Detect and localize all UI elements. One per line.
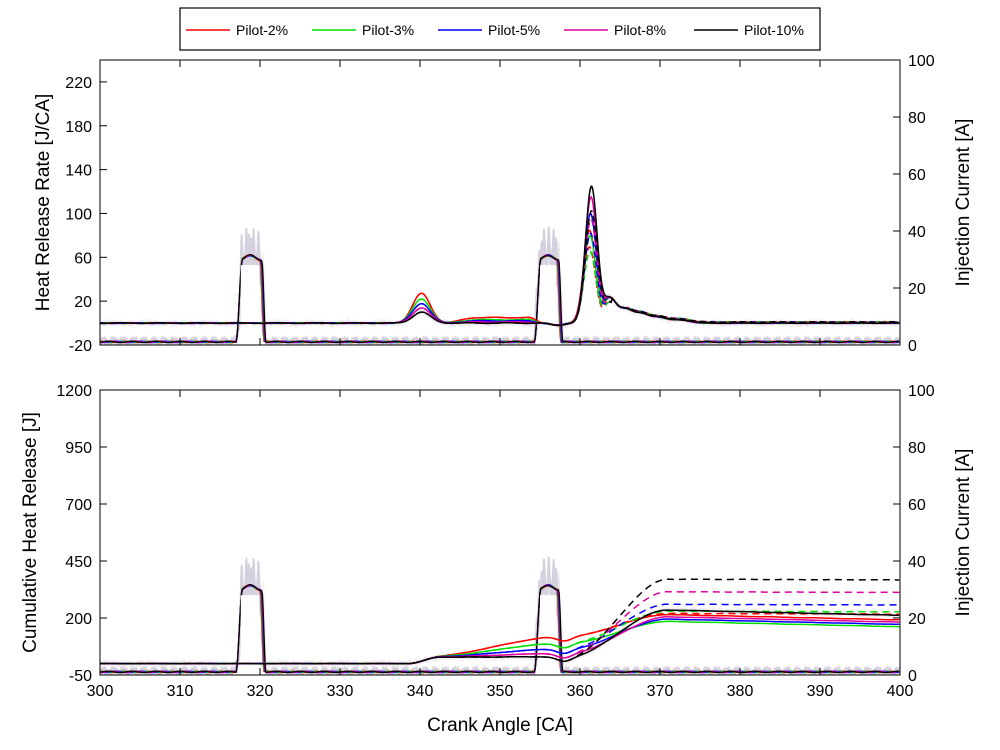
y2-tick-label: 40 [908,224,926,241]
x-tick-label: 380 [727,683,754,700]
current-haze-trace [100,227,900,345]
x-tick-label: 300 [87,683,114,700]
current-haze-trace [100,557,900,675]
legend-label: Pilot-8% [614,22,666,38]
y2-tick-label: 80 [908,110,926,127]
y-tick-label: 20 [74,294,92,311]
pulse-interior [240,595,260,674]
y2-tick-label: 0 [908,338,917,355]
plot-area [100,60,900,345]
legend-label: Pilot-2% [236,22,288,38]
x-axis-label: Crank Angle [CA] [427,715,573,736]
legend: Pilot-2% Pilot-3% Pilot-5% Pilot-8% Pilot-10… [179,7,821,51]
y2-tick-label: 20 [908,611,926,628]
x-tick-label: 370 [647,683,674,700]
y-axis-label: Heat Release Rate [J/CA] [33,94,54,312]
current-haze-trace [100,227,900,345]
y2-tick-label: 40 [908,554,926,571]
y2-tick-label: 0 [908,668,917,685]
plot-area [100,390,900,675]
y2-tick-label: 60 [908,167,926,184]
y2-axis-label: Injection Current [A] [953,449,974,617]
y-tick-label: -20 [69,338,92,355]
y2-axis-label: Injection Current [A] [953,119,974,287]
y-axis-label: Cumulative Heat Release [J] [20,412,41,653]
legend-box [179,7,821,51]
y-tick-label: 700 [65,497,92,514]
x-tick-label: 310 [167,683,194,700]
y-tick-label: -50 [69,668,92,685]
y-tick-label: 140 [65,163,92,180]
legend-label: Pilot-3% [362,22,414,38]
current-haze-trace [100,557,900,675]
y-tick-label: 60 [74,250,92,267]
x-tick-label: 400 [887,683,914,700]
y2-tick-label: 20 [908,281,926,298]
y2-tick-label: 60 [908,497,926,514]
pulse-interior [540,595,556,674]
pulse-interior [540,265,556,344]
y-tick-label: 450 [65,554,92,571]
legend-label: Pilot-10% [744,22,804,38]
y-tick-label: 950 [65,440,92,457]
hrr-line-5 [100,185,900,327]
y-tick-label: 220 [65,75,92,92]
x-tick-label: 320 [247,683,274,700]
y2-tick-label: 100 [908,383,935,400]
y-tick-label: 100 [65,206,92,223]
x-tick-label: 350 [487,683,514,700]
chr-line-5 [100,609,900,665]
panel-cumulative-heat-release: 300 310 320 330 340 350 360 370 380 390 400-502004… [20,383,974,700]
panel-heat-release-rate: -20 20 60 100 140 180 220 0 20 40 60 80 100 Heat Rele… [33,53,974,355]
legend-label: Pilot-5% [488,22,540,38]
y-tick-label: 200 [65,611,92,628]
x-tick-label: 340 [407,683,434,700]
y2-tick-label: 80 [908,440,926,457]
y-tick-label: 180 [65,119,92,136]
y-tick-label: 1200 [56,383,92,400]
x-tick-label: 360 [567,683,594,700]
x-tick-label: 330 [327,683,354,700]
pulse-interior [240,265,260,344]
y2-tick-label: 100 [908,53,935,70]
x-tick-label: 390 [807,683,834,700]
